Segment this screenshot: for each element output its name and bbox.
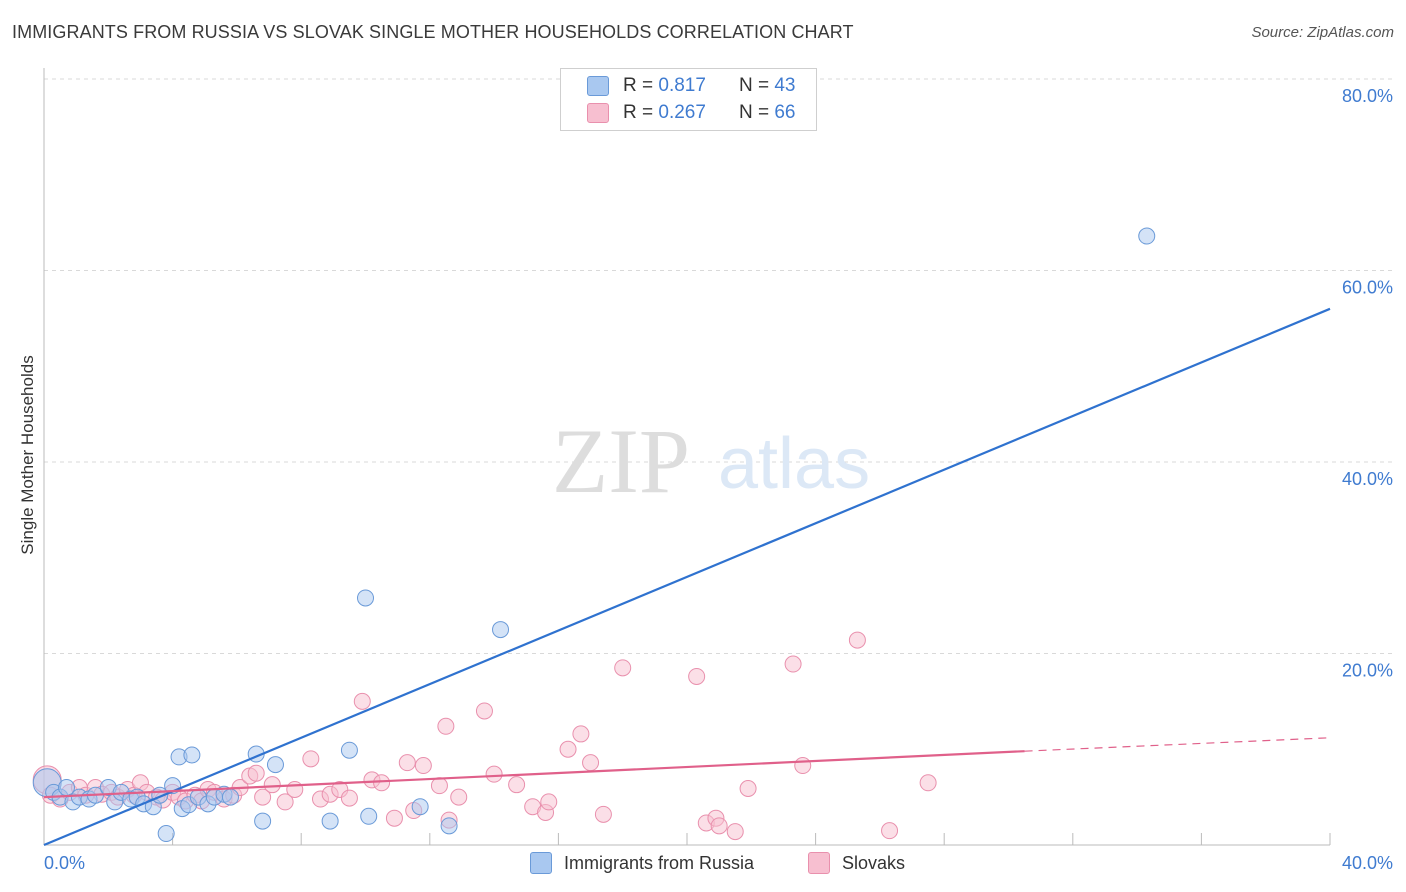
bottom-legend-slovaks[interactable]: Slovaks bbox=[808, 852, 905, 874]
slovak-point bbox=[919, 774, 937, 792]
slovak-point bbox=[739, 780, 757, 798]
russia-point bbox=[221, 788, 239, 806]
slovak-point bbox=[302, 750, 320, 768]
slovak-point bbox=[450, 788, 468, 806]
series-russia bbox=[32, 227, 1156, 843]
slovak-point bbox=[353, 692, 371, 710]
legend-r-value: 0.817 bbox=[658, 75, 706, 96]
slovak-point bbox=[794, 757, 812, 775]
y-tick-label: 60.0% bbox=[1342, 278, 1393, 298]
legend-n-value: 66 bbox=[774, 102, 796, 123]
legend-n-value: 43 bbox=[774, 75, 796, 96]
russia-point bbox=[357, 589, 374, 607]
correlation-legend: R = 0.817 N = 43 R = 0.267 N = 66 bbox=[560, 68, 817, 131]
russia-trend-line bbox=[43, 307, 1331, 847]
legend-n-label: N = bbox=[738, 102, 770, 123]
slovak-legend-swatch bbox=[808, 852, 830, 874]
russia-point bbox=[183, 746, 201, 764]
legend-n-label: N = bbox=[738, 75, 770, 96]
slovak-point bbox=[540, 793, 558, 811]
chart-title: IMMIGRANTS FROM RUSSIA VS SLOVAK SINGLE … bbox=[12, 22, 854, 42]
y-tick-label: 80.0% bbox=[1342, 86, 1393, 106]
slovak-point bbox=[437, 717, 455, 735]
slovak-point bbox=[508, 776, 526, 794]
y-tick-label: 40.0% bbox=[1342, 469, 1393, 489]
tick-labels: 20.0% 40.0% 60.0% 80.0% 0.0% 40.0% bbox=[44, 86, 1393, 873]
russia-legend-label: Immigrants from Russia bbox=[564, 852, 755, 873]
russia-swatch bbox=[587, 76, 609, 96]
slovak-point bbox=[385, 809, 403, 827]
slovak-point bbox=[848, 631, 866, 649]
watermark-atlas: atlas bbox=[718, 424, 870, 504]
slovak-point bbox=[485, 765, 503, 783]
russia-point bbox=[360, 807, 378, 825]
x-tick-label: 0.0% bbox=[44, 853, 85, 873]
legend-row-slovaks: R = 0.267 N = 66 bbox=[561, 100, 795, 126]
slovak-swatch bbox=[587, 103, 609, 123]
gridlines bbox=[44, 78, 1392, 654]
slovak-point bbox=[340, 789, 358, 807]
slovak-point bbox=[254, 788, 272, 806]
x-tick-label: 40.0% bbox=[1342, 853, 1393, 873]
slovak-trend-extension bbox=[1024, 737, 1331, 752]
series-slovaks bbox=[32, 631, 937, 841]
slovak-point bbox=[286, 780, 304, 798]
slovak-trend-line bbox=[43, 750, 1025, 799]
russia-point bbox=[411, 798, 429, 816]
russia-point bbox=[157, 825, 175, 843]
slovak-point bbox=[430, 777, 448, 795]
russia-point bbox=[266, 756, 284, 774]
russia-point bbox=[321, 812, 339, 830]
russia-point bbox=[440, 817, 458, 835]
slovak-point bbox=[263, 776, 281, 794]
y-tick-label: 20.0% bbox=[1342, 661, 1393, 681]
slovak-point bbox=[582, 754, 600, 772]
slovak-point bbox=[398, 754, 416, 772]
slovak-point bbox=[881, 822, 899, 840]
slovak-point bbox=[559, 740, 577, 758]
legend-r-value: 0.267 bbox=[658, 102, 706, 123]
slovak-point bbox=[373, 774, 391, 792]
bottom-legend-russia[interactable]: Immigrants from Russia bbox=[530, 852, 754, 874]
slovak-point bbox=[726, 823, 744, 841]
russia-legend-swatch bbox=[530, 852, 552, 874]
slovak-point bbox=[414, 757, 432, 775]
slovak-point bbox=[614, 659, 632, 677]
russia-point bbox=[340, 741, 358, 759]
slovak-point bbox=[784, 655, 802, 673]
slovak-point bbox=[276, 793, 294, 811]
russia-point bbox=[254, 812, 272, 830]
watermark-zip: ZIP bbox=[552, 410, 690, 512]
slovak-point bbox=[572, 725, 590, 743]
slovak-point bbox=[475, 702, 493, 720]
slovak-legend-label: Slovaks bbox=[842, 852, 906, 873]
slovak-point bbox=[710, 817, 728, 835]
russia-point bbox=[1138, 227, 1156, 245]
legend-r-label: R = bbox=[623, 75, 654, 96]
legend-row-russia: R = 0.817 N = 43 bbox=[561, 73, 795, 99]
trend-lines bbox=[43, 307, 1331, 847]
source-credit: Source: ZipAtlas.com bbox=[1251, 24, 1394, 41]
watermark: ZIP atlas bbox=[552, 410, 870, 512]
slovak-point bbox=[247, 764, 265, 782]
russia-point bbox=[492, 621, 510, 639]
legend-r-label: R = bbox=[623, 102, 654, 123]
slovak-point bbox=[688, 667, 706, 685]
slovak-point bbox=[594, 805, 612, 823]
